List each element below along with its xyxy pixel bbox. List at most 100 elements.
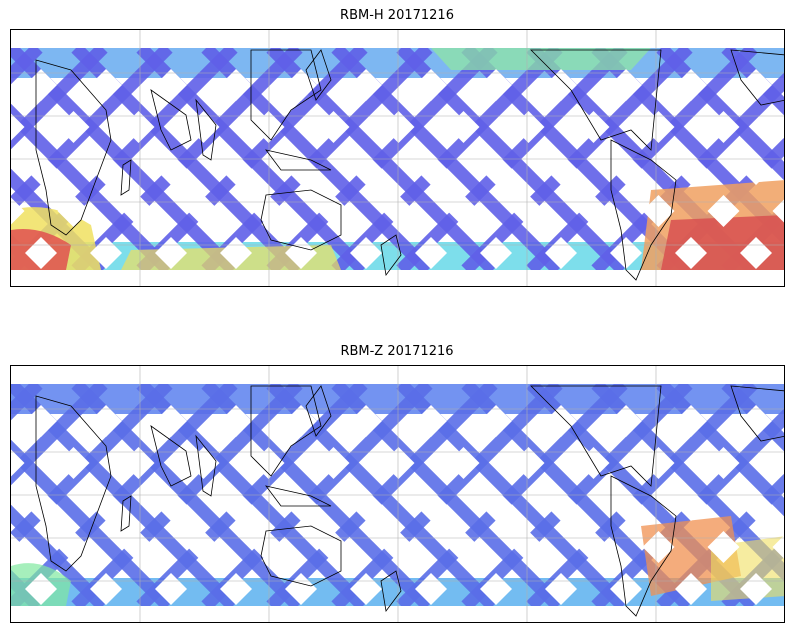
- gap: [610, 489, 642, 521]
- coastline: [530, 385, 662, 487]
- gap: [675, 489, 707, 521]
- swath-ascending: [11, 48, 108, 150]
- gap: [610, 69, 642, 101]
- gap: [577, 531, 610, 563]
- gap: [447, 111, 480, 143]
- gap: [382, 111, 415, 143]
- gap: [252, 531, 285, 563]
- gap: [512, 447, 545, 479]
- gap: [382, 447, 415, 479]
- map-panel-top: [10, 29, 785, 287]
- gap: [610, 405, 642, 437]
- gap: [740, 69, 772, 101]
- gap: [480, 489, 512, 521]
- gap: [122, 447, 155, 479]
- coastline: [35, 395, 112, 572]
- gap: [220, 405, 252, 437]
- coastline: [260, 525, 342, 587]
- gap: [350, 489, 382, 521]
- gap: [11, 113, 25, 141]
- coastline: [120, 495, 132, 532]
- gap: [415, 489, 447, 521]
- coastline: [730, 49, 784, 106]
- gap: [317, 531, 350, 563]
- coastline: [120, 159, 132, 196]
- gap: [122, 195, 155, 227]
- gap: [642, 447, 675, 479]
- gap: [350, 69, 382, 101]
- gap: [545, 405, 577, 437]
- coastline: [530, 49, 662, 151]
- gap: [220, 489, 252, 521]
- gap: [545, 69, 577, 101]
- gap: [707, 531, 740, 563]
- gap: [545, 153, 577, 185]
- gap: [772, 115, 784, 139]
- gap: [285, 153, 317, 185]
- gap: [675, 153, 707, 185]
- gap: [11, 449, 25, 477]
- gap: [122, 531, 155, 563]
- gap: [772, 199, 784, 223]
- coastlines: [35, 385, 784, 617]
- gap: [642, 195, 675, 227]
- coastline: [195, 98, 217, 161]
- gap: [285, 69, 317, 101]
- gap: [317, 195, 350, 227]
- gap: [740, 489, 772, 521]
- gap: [252, 447, 285, 479]
- gap: [415, 405, 447, 437]
- coastline: [610, 475, 677, 617]
- gap: [285, 405, 317, 437]
- coastline: [195, 434, 217, 497]
- gap: [447, 447, 480, 479]
- gap: [285, 489, 317, 521]
- gap: [187, 195, 220, 227]
- hotspot-north-pacific: [431, 48, 651, 70]
- gap: [512, 531, 545, 563]
- gap: [772, 535, 784, 559]
- gap: [382, 195, 415, 227]
- gap: [317, 447, 350, 479]
- gap: [90, 69, 122, 101]
- gap: [545, 489, 577, 521]
- coastline: [250, 385, 322, 477]
- gap: [382, 531, 415, 563]
- gridlines: [11, 30, 784, 286]
- gap: [642, 111, 675, 143]
- coastline: [380, 570, 402, 612]
- gap: [11, 197, 25, 225]
- gap: [122, 111, 155, 143]
- gap: [480, 69, 512, 101]
- coastline: [305, 385, 332, 437]
- gap: [447, 195, 480, 227]
- gap: [252, 195, 285, 227]
- gap: [25, 69, 57, 101]
- swath-descending: [11, 504, 108, 606]
- gap: [11, 533, 25, 561]
- gap: [512, 111, 545, 143]
- gap: [25, 405, 57, 437]
- gap: [480, 405, 512, 437]
- gap: [90, 153, 122, 185]
- map-canvas-bottom: [11, 366, 784, 622]
- gap: [220, 153, 252, 185]
- gap: [187, 531, 220, 563]
- swath-ascending: [11, 384, 108, 486]
- gap: [740, 153, 772, 185]
- gap: [707, 195, 740, 227]
- gap: [155, 69, 187, 101]
- gap: [480, 153, 512, 185]
- coastline: [730, 385, 784, 442]
- panel-top-title: RBM-H 20171216: [340, 8, 454, 23]
- coastline: [250, 49, 322, 141]
- gridlines: [11, 366, 784, 622]
- gap: [577, 195, 610, 227]
- gap: [155, 489, 187, 521]
- coastline: [35, 59, 112, 236]
- gap: [57, 447, 90, 479]
- gap: [252, 111, 285, 143]
- coastline: [150, 89, 192, 151]
- map-panel-bottom: [10, 365, 785, 623]
- gap: [707, 111, 740, 143]
